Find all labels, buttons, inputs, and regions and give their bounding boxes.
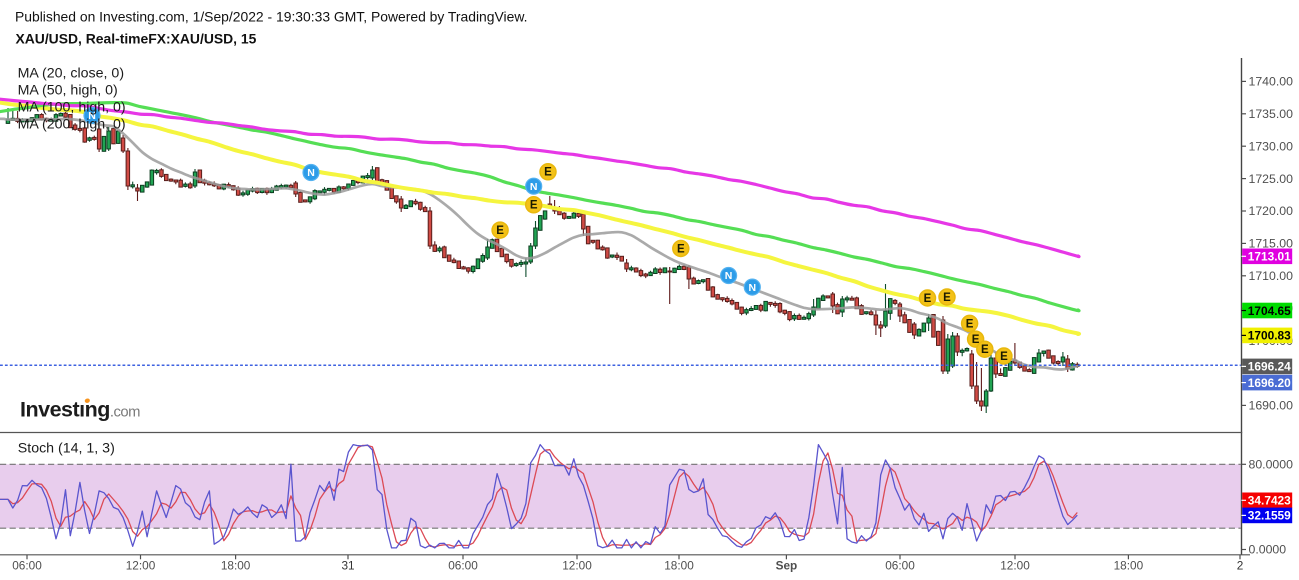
- svg-text:0.0000: 0.0000: [1249, 543, 1287, 557]
- svg-text:E: E: [966, 318, 974, 330]
- svg-text:MA (50, high, 0): MA (50, high, 0): [18, 83, 118, 99]
- svg-text:1696.24: 1696.24: [1248, 360, 1291, 374]
- svg-text:1720.00: 1720.00: [1249, 204, 1294, 218]
- svg-text:80.0000: 80.0000: [1249, 458, 1294, 472]
- svg-text:E: E: [972, 334, 980, 346]
- svg-text:XAU/USD, Real-timeFX:XAU/USD,: XAU/USD, Real-timeFX:XAU/USD, 15: [16, 31, 257, 47]
- svg-text:1696.20: 1696.20: [1248, 376, 1291, 390]
- svg-text:18:00: 18:00: [1114, 559, 1144, 573]
- svg-text:N: N: [88, 110, 96, 122]
- svg-text:12:00: 12:00: [126, 559, 156, 573]
- svg-text:E: E: [943, 292, 951, 304]
- svg-text:1710.00: 1710.00: [1249, 269, 1294, 283]
- svg-text:06:00: 06:00: [12, 559, 42, 573]
- svg-text:E: E: [924, 293, 932, 305]
- svg-text:06:00: 06:00: [448, 559, 478, 573]
- svg-text:MA (100, high, 0): MA (100, high, 0): [18, 100, 126, 116]
- svg-text:E: E: [530, 200, 538, 212]
- svg-text:1740.00: 1740.00: [1249, 75, 1294, 89]
- svg-text:1725.00: 1725.00: [1249, 172, 1294, 186]
- svg-text:12:00: 12:00: [562, 559, 592, 573]
- svg-text:34.7423: 34.7423: [1248, 494, 1291, 508]
- svg-text:12:00: 12:00: [1000, 559, 1030, 573]
- svg-text:31: 31: [341, 559, 354, 573]
- svg-text:N: N: [307, 167, 315, 179]
- svg-text:1715.00: 1715.00: [1249, 237, 1294, 251]
- svg-text:Published on Investing.com, 1/: Published on Investing.com, 1/Sep/2022 -…: [15, 9, 527, 25]
- svg-text:E: E: [677, 243, 685, 255]
- svg-text:1704.65: 1704.65: [1248, 304, 1291, 318]
- svg-text:E: E: [981, 344, 989, 356]
- svg-text:N: N: [749, 282, 757, 294]
- svg-text:E: E: [496, 225, 504, 237]
- svg-text:18:00: 18:00: [664, 559, 694, 573]
- svg-text:1713.01: 1713.01: [1248, 250, 1291, 264]
- svg-text:E: E: [1000, 351, 1008, 363]
- svg-text:E: E: [544, 167, 552, 179]
- svg-text:N: N: [530, 181, 538, 193]
- svg-text:MA (200, high, 0): MA (200, high, 0): [18, 117, 126, 133]
- svg-text:06:00: 06:00: [885, 559, 915, 573]
- svg-text:1700.83: 1700.83: [1248, 329, 1291, 343]
- svg-text:18:00: 18:00: [221, 559, 251, 573]
- svg-text:Stoch (14, 1, 3): Stoch (14, 1, 3): [18, 441, 115, 457]
- svg-text:1735.00: 1735.00: [1249, 107, 1294, 121]
- svg-text:N: N: [725, 270, 733, 282]
- svg-text:Sep: Sep: [776, 559, 798, 573]
- svg-text:1730.00: 1730.00: [1249, 139, 1294, 153]
- svg-text:MA (20, close, 0): MA (20, close, 0): [18, 66, 124, 82]
- svg-text:1690.00: 1690.00: [1249, 399, 1294, 413]
- svg-text:2: 2: [1237, 559, 1244, 573]
- svg-text:32.1559: 32.1559: [1248, 509, 1291, 523]
